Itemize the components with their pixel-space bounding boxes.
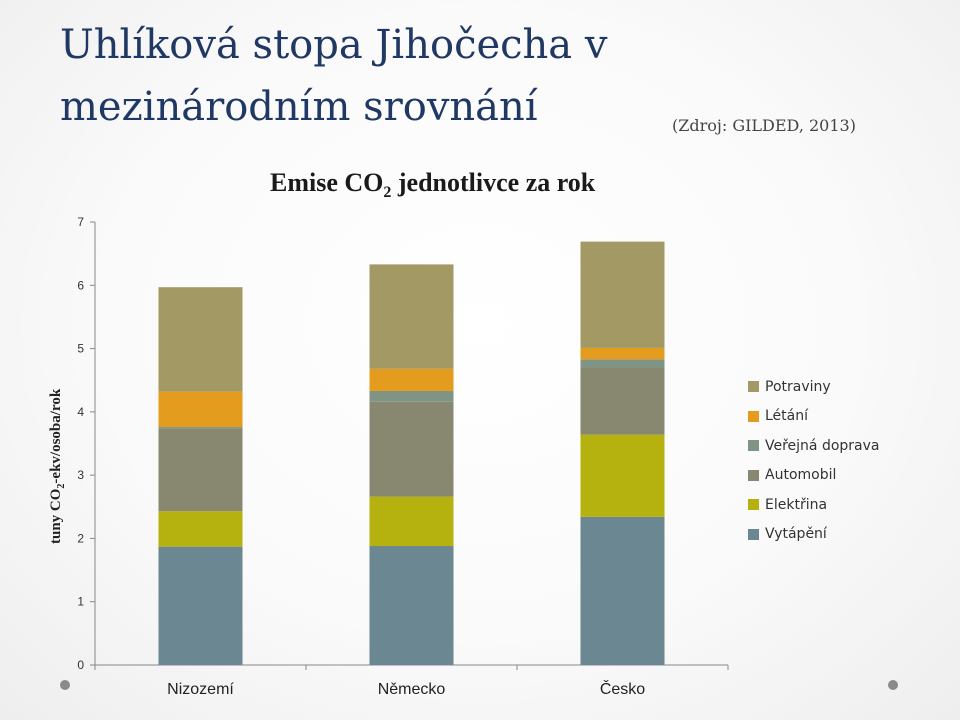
bar-segment	[580, 347, 665, 360]
y-tick-label: 0	[77, 658, 84, 672]
x-tick-label: Nizozemí	[167, 681, 234, 698]
bar-segment	[580, 359, 665, 368]
bar-segment	[158, 428, 243, 512]
legend-label: Automobil	[765, 467, 837, 484]
y-tick-label: 2	[77, 531, 84, 545]
bar-segment	[369, 401, 454, 497]
legend-label: Vytápění	[765, 526, 827, 543]
y-tick-label: 5	[77, 342, 84, 356]
y-tick-label: 6	[77, 278, 84, 292]
chart-title-main: Emise CO	[270, 168, 384, 197]
slide-title: Uhlíková stopa Jihočecha v mezinárodním …	[60, 22, 608, 130]
bar-segment	[369, 496, 454, 547]
legend-item: Elektřina	[748, 490, 880, 520]
legend: Potraviny Létání Veřejná doprava Automobil E…	[748, 372, 880, 549]
y-tick-label: 4	[77, 405, 84, 419]
bar-segment	[158, 511, 243, 547]
legend-swatch	[748, 469, 759, 481]
bar-segment	[369, 264, 454, 369]
legend-label: Veřejná doprava	[765, 437, 880, 454]
bar-segment	[369, 368, 454, 391]
legend-label: Potraviny	[765, 378, 831, 395]
chart-title: Emise CO2 jednotlivce za rok	[270, 168, 595, 202]
legend-item: Potraviny	[748, 372, 880, 402]
legend-item: Vytápění	[748, 520, 880, 550]
y-tick-label: 3	[77, 468, 84, 482]
bar-segment	[580, 434, 665, 517]
bar-segment	[158, 546, 243, 665]
bar-segment	[369, 546, 454, 665]
legend-item: Veřejná doprava	[748, 431, 880, 461]
legend-swatch	[748, 410, 759, 422]
bar-segment	[580, 367, 665, 435]
legend-swatch	[748, 440, 759, 452]
x-tick-label: Německo	[378, 681, 446, 698]
x-tick-label: Česko	[600, 679, 645, 698]
legend-swatch	[748, 528, 759, 540]
legend-item: Automobil	[748, 461, 880, 491]
bar-segment	[369, 390, 454, 402]
bar-segment	[158, 287, 243, 392]
legend-item: Létání	[748, 402, 880, 432]
bullet-dot-left	[60, 680, 70, 690]
legend-swatch	[748, 499, 759, 511]
chart-title-rest: jednotlivce za rok	[391, 168, 596, 197]
source-note: (Zdroj: GILDED, 2013)	[672, 116, 856, 135]
bar-segment	[580, 241, 665, 348]
y-tick-label: 7	[77, 215, 84, 229]
bullet-dot-right	[888, 680, 898, 690]
bar-segment	[158, 391, 243, 428]
chart-title-sub: 2	[383, 184, 392, 202]
legend-label: Elektřina	[765, 496, 828, 513]
bar-segment	[580, 516, 665, 665]
bar-segment	[158, 427, 243, 429]
legend-label: Létání	[765, 408, 808, 425]
y-tick-label: 1	[77, 595, 84, 609]
legend-swatch	[748, 381, 759, 393]
